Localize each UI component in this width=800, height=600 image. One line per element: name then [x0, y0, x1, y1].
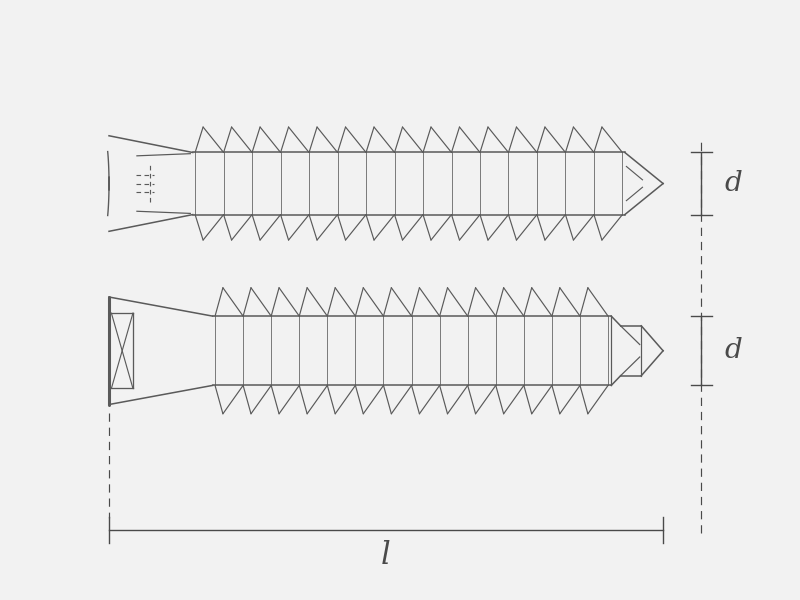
Text: d: d [724, 337, 742, 364]
Text: l: l [381, 540, 391, 571]
Text: d: d [724, 170, 742, 197]
